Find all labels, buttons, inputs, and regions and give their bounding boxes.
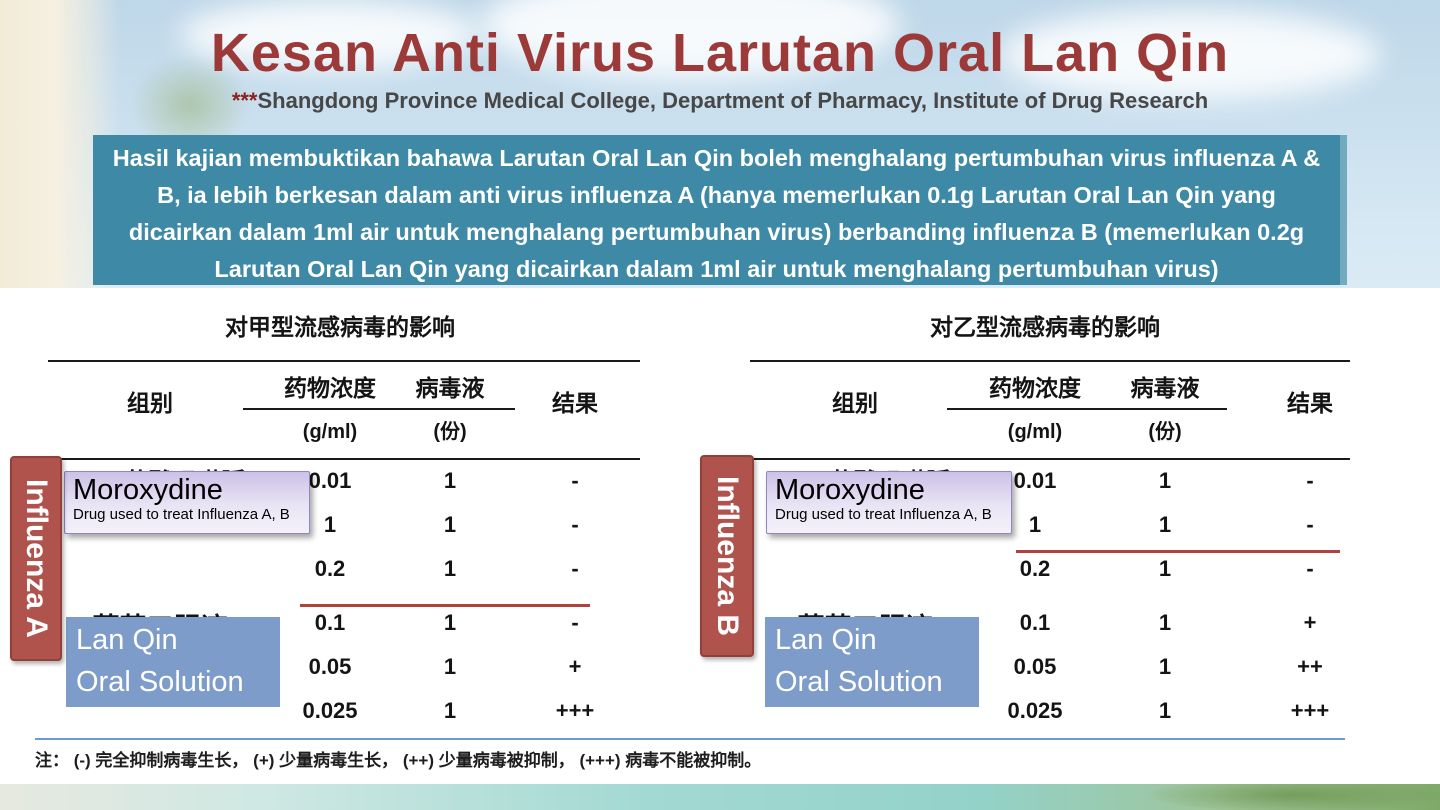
col-header-concentration-unit: (g/ml) bbox=[1007, 421, 1063, 443]
table-a-top-rule bbox=[48, 360, 640, 362]
col-header-virus: 病毒液 bbox=[1130, 375, 1200, 401]
subtitle-stars: *** bbox=[231, 88, 258, 113]
col-header-group: 组别 bbox=[127, 390, 173, 416]
lanqin-callout: Lan Qin Oral Solution bbox=[765, 617, 979, 707]
table-cell: - bbox=[1306, 468, 1314, 493]
table-cell: 1 bbox=[443, 654, 457, 679]
table-cell: 1 bbox=[1158, 556, 1172, 581]
moroxydine-callout-title: Moroxydine bbox=[775, 474, 925, 506]
table-cell: 1 bbox=[1158, 512, 1172, 537]
lanqin-callout-line2: Oral Solution bbox=[775, 666, 943, 698]
table-cell: 1 bbox=[443, 468, 457, 493]
table-cell: 1 bbox=[443, 610, 457, 635]
lanqin-callout: Lan Qin Oral Solution bbox=[66, 617, 280, 707]
table-cell: 1 bbox=[443, 512, 457, 537]
influenza-b-table: 对乙型流感病毒的影响 组别 药物浓度 病毒液 结果 (g/ml) (份) 盐酸吗… bbox=[735, 300, 1355, 760]
subtitle-text: Shangdong Province Medical College, Depa… bbox=[257, 88, 1209, 113]
table-cell: 0.05 bbox=[1013, 654, 1057, 679]
table-a-title: 对甲型流感病毒的影响 bbox=[225, 314, 455, 340]
table-cell: 1 bbox=[443, 556, 457, 581]
col-header-concentration: 药物浓度 bbox=[989, 375, 1081, 401]
table-cell: 1 bbox=[323, 512, 337, 537]
table-a-subheader-rule bbox=[243, 408, 515, 410]
table-cell: + bbox=[568, 654, 582, 679]
table-cell: 1 bbox=[1158, 610, 1172, 635]
moroxydine-callout-title: Moroxydine bbox=[73, 474, 223, 506]
col-header-virus-unit: (份) bbox=[433, 421, 467, 443]
table-cell: +++ bbox=[555, 698, 595, 723]
table-cell: 0.025 bbox=[1007, 698, 1063, 723]
table-cell: - bbox=[571, 610, 579, 635]
table-cell: - bbox=[571, 556, 579, 581]
table-cell: 0.2 bbox=[314, 556, 346, 581]
slide-title: Kesan Anti Virus Larutan Oral Lan Qin bbox=[210, 23, 1230, 83]
slide-subtitle: ***Shangdong Province Medical College, D… bbox=[0, 88, 1440, 114]
table-b-header-rule bbox=[750, 458, 1350, 460]
red-threshold-line-a bbox=[300, 604, 590, 607]
col-header-group: 组别 bbox=[832, 390, 878, 416]
table-cell: ++ bbox=[1297, 654, 1323, 679]
table-cell: + bbox=[1303, 610, 1317, 635]
table-cell: 0.1 bbox=[1019, 610, 1051, 635]
moroxydine-callout: Moroxydine Drug used to treat Influenza … bbox=[64, 471, 310, 534]
moroxydine-callout-subtitle: Drug used to treat Influenza A, B bbox=[73, 506, 290, 523]
table-b-title: 对乙型流感病毒的影响 bbox=[930, 314, 1160, 340]
lanqin-callout-line2: Oral Solution bbox=[76, 666, 244, 698]
cloud-decoration bbox=[1000, 10, 1380, 100]
col-header-virus-unit: (份) bbox=[1148, 421, 1182, 443]
table-cell: - bbox=[571, 512, 579, 537]
lanqin-callout-line1: Lan Qin bbox=[76, 624, 178, 656]
table-b-subheader-rule bbox=[947, 408, 1227, 410]
moroxydine-callout: Moroxydine Drug used to treat Influenza … bbox=[766, 471, 1012, 534]
table-cell: 0.01 bbox=[308, 468, 352, 493]
col-header-concentration: 药物浓度 bbox=[284, 375, 376, 401]
influenza-a-side-label: Influenza A bbox=[10, 456, 62, 661]
col-header-result: 结果 bbox=[552, 390, 598, 416]
table-cell: 0.05 bbox=[308, 654, 352, 679]
footnote-divider-line bbox=[35, 738, 1345, 740]
table-cell: 0.2 bbox=[1019, 556, 1051, 581]
col-header-concentration-unit: (g/ml) bbox=[302, 421, 358, 443]
table-cell: 1 bbox=[1158, 698, 1172, 723]
red-threshold-line-b bbox=[1016, 550, 1340, 553]
table-cell: - bbox=[1306, 512, 1314, 537]
table-cell: 0.01 bbox=[1013, 468, 1057, 493]
table-cell: +++ bbox=[1290, 698, 1330, 723]
col-header-result: 结果 bbox=[1287, 390, 1333, 416]
table-cell: 1 bbox=[443, 698, 457, 723]
table-cell: 0.1 bbox=[314, 610, 346, 635]
cloud-decoration bbox=[180, 0, 480, 70]
summary-box: Hasil kajian membuktikan bahawa Larutan … bbox=[93, 135, 1347, 285]
table-cell: - bbox=[1306, 556, 1314, 581]
table-cell: 0.025 bbox=[302, 698, 358, 723]
table-b-top-rule bbox=[750, 360, 1350, 362]
table-cell: - bbox=[571, 468, 579, 493]
footnote: 注： (-) 完全抑制病毒生长， (+) 少量病毒生长， (++) 少量病毒被抑… bbox=[35, 751, 762, 770]
table-cell: 1 bbox=[1158, 654, 1172, 679]
influenza-b-side-label: Influenza B bbox=[700, 455, 754, 657]
table-cell: 1 bbox=[1158, 468, 1172, 493]
lanqin-callout-line1: Lan Qin bbox=[775, 624, 877, 656]
influenza-a-table: 对甲型流感病毒的影响 组别 药物浓度 病毒液 结果 (g/ml) (份) 盐酸吗… bbox=[35, 300, 645, 760]
table-cell: 1 bbox=[1028, 512, 1042, 537]
moroxydine-callout-subtitle: Drug used to treat Influenza A, B bbox=[775, 506, 992, 523]
table-a-header-rule bbox=[48, 458, 640, 460]
col-header-virus: 病毒液 bbox=[415, 375, 485, 401]
